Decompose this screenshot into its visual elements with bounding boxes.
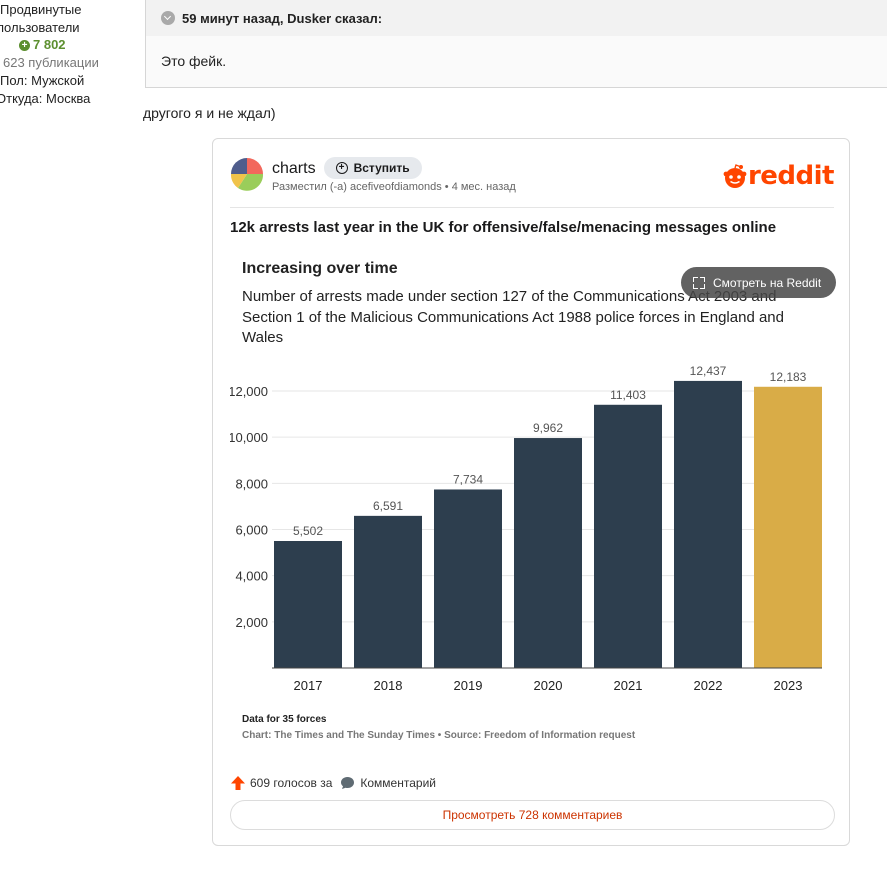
chart-subtitle: Number of arrests made under section 127… [242, 288, 784, 346]
user-gender: Пол: Мужской [0, 73, 85, 88]
chart-image[interactable]: 2,000 4,000 6,000 8,000 10,000 12,000 5,502 201… [230, 249, 836, 749]
chart-notes: Data for 35 forces Chart: The Times and … [242, 712, 635, 744]
bar-value-label: 12,183 [770, 370, 807, 384]
chart-note: Data for 35 forces [242, 714, 327, 725]
view-comments-button[interactable]: Просмотреть 728 комментариев [230, 800, 835, 830]
upvote-icon[interactable] [230, 775, 246, 791]
posted-by: Разместил (-а) acefiveofdiamonds • 4 мес… [272, 181, 516, 193]
x-tick-label: 2020 [534, 678, 563, 693]
x-tick-label: 2017 [294, 678, 323, 693]
quote-author[interactable]: 59 минут назад, Dusker сказал: [182, 10, 383, 26]
bar-value-label: 9,962 [533, 421, 563, 435]
post-actions: 609 голосов за Комментарий [230, 775, 436, 791]
view-on-reddit-label: Смотреть на Reddit [713, 275, 822, 290]
comment-icon[interactable] [340, 776, 355, 790]
reputation-badge: + 7 802 [19, 36, 66, 54]
post-text: другого я и не ждал) [143, 105, 276, 121]
y-tick-label: 10,000 [230, 430, 268, 445]
reddit-logo[interactable]: reddit [722, 161, 835, 191]
chart-title: Increasing over time [242, 260, 398, 277]
embed-header: charts + Вступить Разместил (-а) acefive… [230, 157, 516, 193]
join-label: Вступить [353, 161, 410, 175]
bar [274, 540, 342, 668]
bar-value-label: 7,734 [453, 472, 483, 486]
reddit-wordmark: reddit [747, 161, 835, 191]
user-rank-line2: пользователи [0, 20, 80, 35]
view-on-reddit-button[interactable]: Смотреть на Reddit [681, 267, 836, 298]
plus-circle-icon: + [335, 162, 348, 174]
chevron-down-icon[interactable] [161, 11, 175, 25]
bar-value-label: 12,437 [690, 364, 727, 378]
comments-label[interactable]: Комментарий [360, 776, 436, 790]
bar-value-label: 11,403 [610, 388, 646, 402]
vote-count: 609 голосов за [250, 776, 333, 790]
user-rank-line1: Продвинутые [0, 2, 82, 17]
user-post-count[interactable]: 623 публикации [3, 55, 99, 70]
y-tick-label: 8,000 [235, 476, 268, 491]
chart-source: Chart: The Times and The Sunday Times • … [242, 730, 636, 741]
bar [594, 404, 662, 668]
join-button[interactable]: + Вступить [323, 157, 422, 179]
quote-block: 59 минут назад, Dusker сказал: Это фейк. [145, 0, 887, 88]
x-tick-label: 2022 [694, 678, 723, 693]
subreddit-name[interactable]: charts [272, 160, 316, 177]
reddit-embed-card: charts + Вступить Разместил (-а) acefive… [212, 138, 850, 846]
x-tick-label: 2019 [454, 678, 483, 693]
expand-icon [693, 276, 705, 289]
y-tick-label: 2,000 [235, 615, 268, 630]
quote-text: Это фейк. [161, 53, 227, 69]
bar-chart: 2,000 4,000 6,000 8,000 10,000 12,000 5,502 201… [230, 364, 822, 693]
y-tick-label: 6,000 [235, 523, 268, 538]
bar [354, 515, 422, 668]
reddit-alien-icon [723, 164, 747, 188]
user-location: Откуда: Москва [0, 91, 91, 106]
x-tick-label: 2018 [374, 678, 403, 693]
subreddit-pie-icon[interactable] [230, 157, 264, 191]
view-comments-label: Просмотреть 728 комментариев [442, 808, 623, 822]
plus-icon: + [19, 39, 30, 51]
reputation-value: 7 802 [33, 37, 66, 52]
bar [674, 380, 742, 668]
bar-value-label: 5,502 [293, 524, 323, 538]
bar [514, 438, 582, 668]
header-divider [230, 207, 834, 208]
post-title[interactable]: 12k arrests last year in the UK for offe… [230, 219, 777, 236]
bar [434, 489, 502, 668]
bar [754, 386, 822, 668]
bar-value-label: 6,591 [373, 499, 403, 513]
x-tick-label: 2023 [774, 678, 803, 693]
y-tick-label: 4,000 [235, 569, 268, 584]
x-tick-label: 2021 [614, 678, 643, 693]
y-tick-label: 12,000 [230, 384, 268, 399]
quote-header[interactable]: 59 минут назад, Dusker сказал: [146, 0, 887, 36]
